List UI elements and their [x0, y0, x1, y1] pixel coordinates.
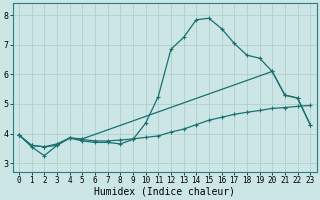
- X-axis label: Humidex (Indice chaleur): Humidex (Indice chaleur): [94, 187, 235, 197]
